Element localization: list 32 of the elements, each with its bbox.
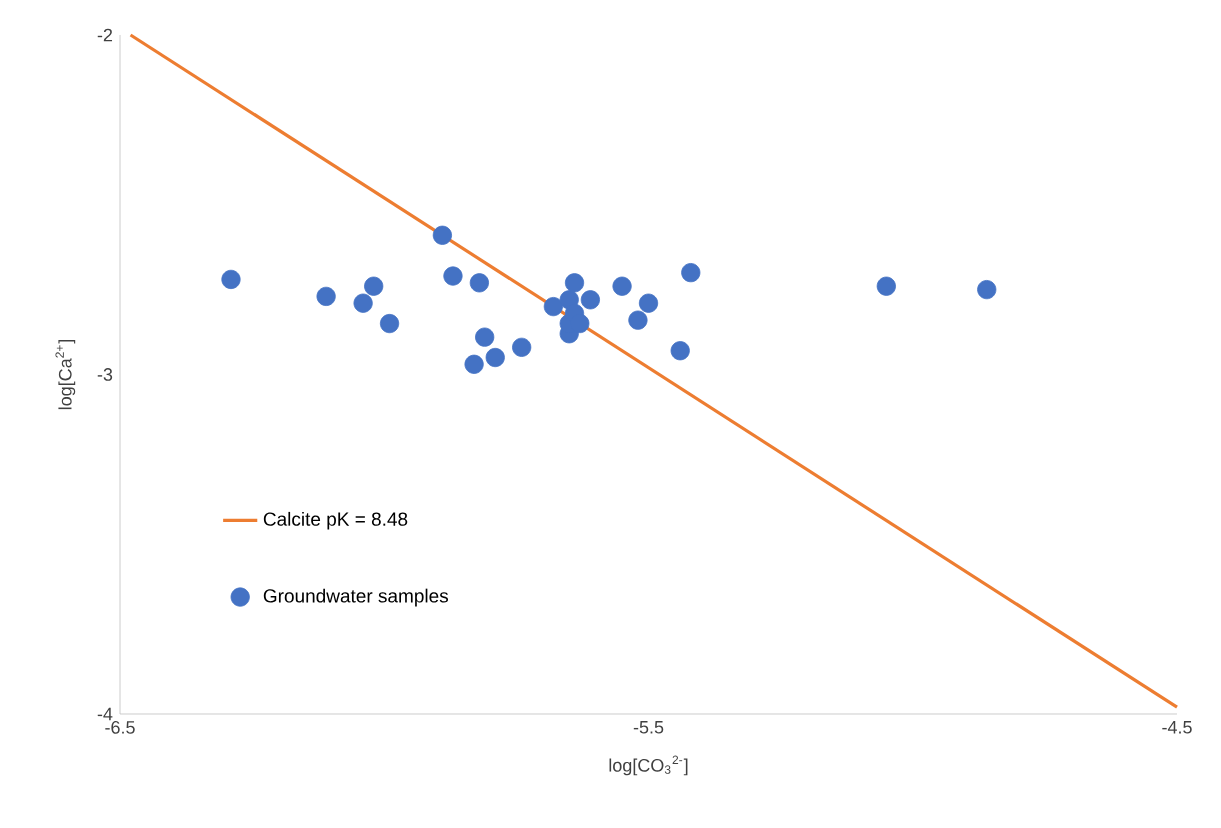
point — [379, 313, 400, 334]
point — [464, 354, 484, 374]
point — [580, 290, 600, 310]
point — [876, 276, 896, 296]
legend-label: Calcite pK = 8.48 — [263, 511, 408, 530]
point — [512, 337, 532, 357]
point — [638, 293, 659, 313]
point — [977, 280, 997, 300]
x-axis-title: log[CO$_{3}$$^{2-}$] — [609, 755, 688, 776]
point — [628, 310, 648, 330]
point — [612, 276, 632, 296]
point — [432, 225, 452, 245]
point — [485, 347, 505, 368]
point — [681, 263, 701, 283]
point — [353, 293, 373, 313]
y-axis-title: log[Ca$^{2+}$] — [55, 339, 76, 410]
point — [364, 276, 384, 296]
legend-label: Groundwater samples — [263, 588, 449, 607]
point — [670, 341, 690, 361]
point — [443, 266, 463, 286]
x-tick-label: -4.5 — [1162, 721, 1192, 734]
point — [221, 269, 241, 290]
x-tick-label: -5.5 — [633, 721, 664, 734]
point — [469, 273, 489, 293]
x-tick-label: -6.5 — [105, 721, 135, 734]
y-tick-label: -2 — [97, 28, 113, 42]
point — [564, 273, 585, 293]
y-tick-label: -3 — [97, 368, 113, 381]
point — [316, 286, 336, 306]
y-tick-label: -4 — [97, 707, 113, 721]
point — [543, 296, 563, 317]
point — [475, 327, 495, 347]
